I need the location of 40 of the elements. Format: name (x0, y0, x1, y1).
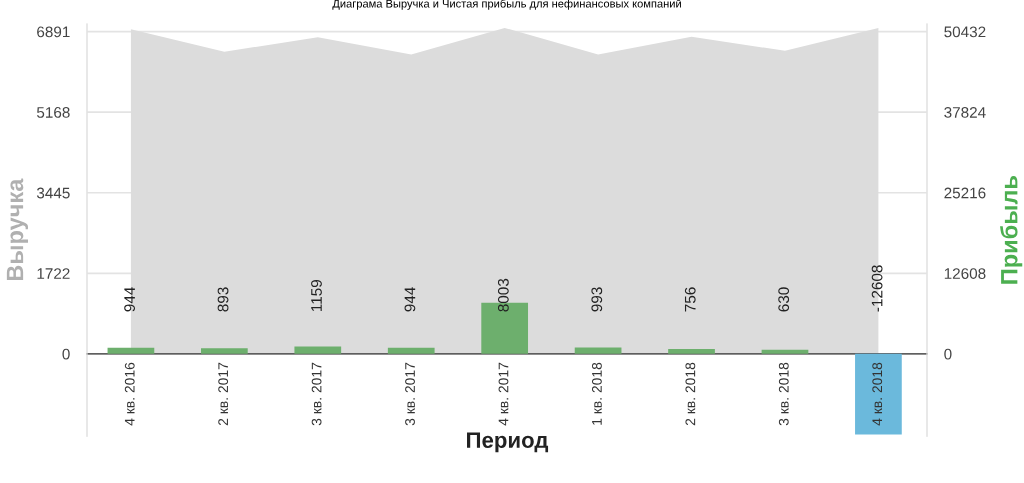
y2-tick-label: 0 (944, 348, 952, 360)
y-tick-label: 3445 (36, 187, 70, 199)
y2-tick-label: 37824 (944, 107, 986, 118)
y2-axis-title: Прибыль (1000, 176, 1023, 284)
y-tick-label: 1722 (37, 268, 70, 279)
chart-title: Диаграма Выручка и Чистая прибыль для нефинансовых компаний (332, 0, 681, 10)
x-tick-label: 1 кв. 2018 (591, 362, 602, 425)
data-label: 8003 (497, 278, 509, 312)
x-tick-label: 2 кв. 2017 (218, 362, 229, 426)
data-label: 1159 (311, 280, 322, 312)
y-axis-title: Выручка (6, 178, 29, 281)
bar (668, 349, 715, 354)
x-tick-label: 3 кв. 2017 (311, 362, 322, 426)
bar (761, 349, 809, 354)
bar (387, 347, 435, 354)
bar (574, 347, 622, 354)
data-label: 944 (404, 287, 416, 312)
y-tick-label: 6891 (37, 26, 70, 38)
x-tick-label: 4 кв. 2017 (498, 362, 509, 426)
x-tick-label: 2 кв. 2018 (685, 362, 696, 426)
y2-tick-label: 12608 (944, 268, 986, 279)
x-axis-title: Период (467, 432, 549, 453)
bar (855, 353, 902, 435)
y-tick-label: 0 (62, 348, 70, 360)
data-label: 630 (778, 287, 790, 312)
bar (294, 346, 342, 354)
x-tick-label: 4 кв. 2016 (124, 362, 135, 426)
y-tick-label: 5168 (36, 107, 70, 118)
data-label: 993 (591, 287, 603, 312)
y2-tick-label: 50432 (944, 26, 986, 38)
data-label: 944 (124, 287, 136, 312)
x-tick-label: 3 кв. 2018 (778, 362, 789, 426)
x-tick-label: 4 кв. 2018 (872, 362, 883, 426)
y2-tick-label: 25216 (944, 187, 986, 199)
data-label: -12608 (871, 265, 883, 312)
x-tick-label: 3 кв. 2017 (405, 362, 415, 426)
bar (200, 348, 248, 354)
bar (107, 347, 155, 354)
data-label: 893 (217, 287, 229, 312)
data-label: 756 (684, 287, 696, 312)
